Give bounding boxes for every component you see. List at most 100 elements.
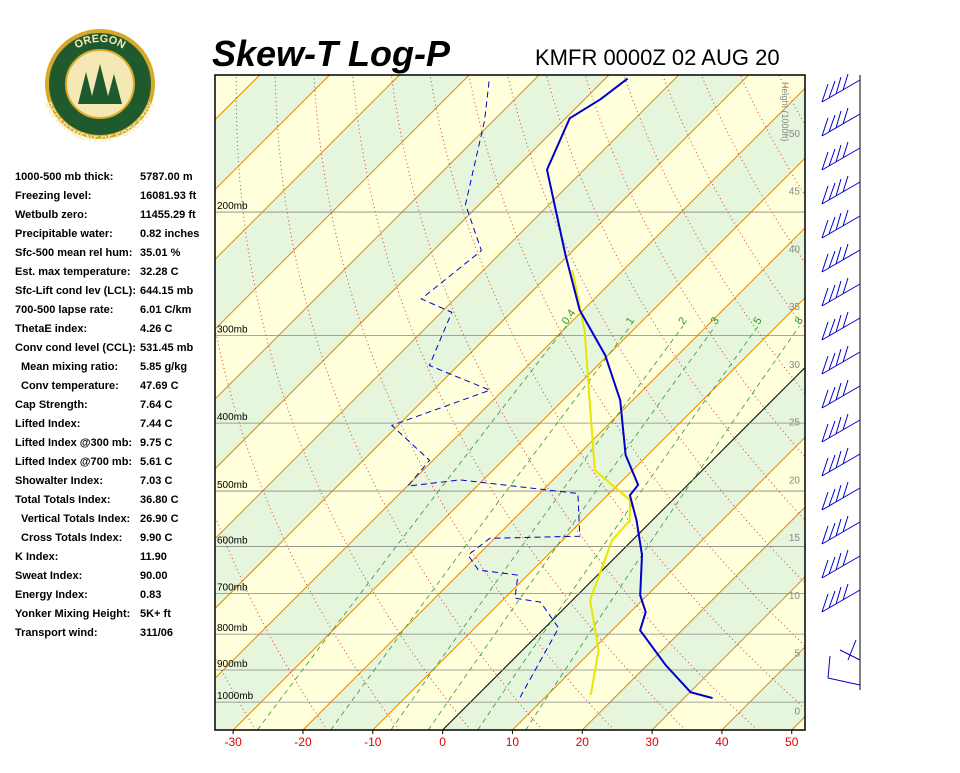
wind-barb <box>828 640 860 685</box>
height-label: 25 <box>789 418 801 429</box>
index-value: 5K+ ft <box>140 608 171 620</box>
x-tick-label: 30 <box>645 735 659 749</box>
index-value: 35.01 % <box>140 247 181 259</box>
height-label: 40 <box>789 244 801 255</box>
wind-barb <box>822 414 860 442</box>
index-label: Mean mixing ratio: <box>21 361 118 373</box>
wind-barb <box>822 142 860 170</box>
index-value: 531.45 mb <box>140 342 193 354</box>
index-value: 0.82 inches <box>140 228 199 240</box>
height-label: 20 <box>789 475 801 486</box>
index-label: Wetbulb zero: <box>15 209 88 221</box>
index-value: 36.80 C <box>140 494 179 506</box>
dry-adiabat <box>856 75 960 730</box>
pressure-label: 600mb <box>217 536 248 547</box>
station: KMFR 0000Z 02 AUG 20 <box>535 45 780 70</box>
index-label: Sfc-500 mean rel hum: <box>15 247 132 259</box>
index-value: 32.28 C <box>140 266 179 278</box>
index-label: Sweat Index: <box>15 570 82 582</box>
index-value: 11.90 <box>140 551 167 563</box>
index-label: Conv temperature: <box>21 380 119 392</box>
pressure-label: 1000mb <box>217 691 254 702</box>
index-value: 5.85 g/kg <box>140 361 187 373</box>
height-label: 45 <box>789 187 801 198</box>
height-label: 15 <box>789 533 801 544</box>
pressure-label: 400mb <box>217 412 248 423</box>
pressure-label: 800mb <box>217 623 248 634</box>
index-label: Cap Strength: <box>15 399 88 411</box>
wind-barb <box>822 210 860 238</box>
index-value: 7.44 C <box>140 418 172 430</box>
wind-barb <box>822 74 860 102</box>
index-value: 6.01 C/km <box>140 304 192 316</box>
x-tick-label: 20 <box>576 735 590 749</box>
index-value: 5787.00 m <box>140 171 193 183</box>
index-label: Showalter Index: <box>15 475 103 487</box>
pressure-label: 500mb <box>217 480 248 491</box>
index-value: 9.90 C <box>140 532 172 544</box>
wind-barb <box>822 312 860 340</box>
x-tick-label: 0 <box>439 735 446 749</box>
wind-barb <box>822 108 860 136</box>
index-value: 5.61 C <box>140 456 172 468</box>
index-label: Lifted Index: <box>15 418 80 430</box>
index-label: Cross Totals Index: <box>21 532 122 544</box>
index-label: Sfc-Lift cond lev (LCL): <box>15 285 136 297</box>
isotherm-band <box>862 75 960 730</box>
wind-barb <box>822 482 860 510</box>
pressure-label: 200mb <box>217 201 248 212</box>
wind-barb <box>822 584 860 612</box>
index-value: 644.15 mb <box>140 285 193 297</box>
index-label: 1000-500 mb thick: <box>15 171 113 183</box>
pressure-label: 900mb <box>217 659 248 670</box>
index-label: Yonker Mixing Height: <box>15 608 130 620</box>
logo: OREGON DEPARTMENT OF FORESTRY <box>43 31 157 145</box>
wind-barb <box>822 176 860 204</box>
wind-barb <box>822 550 860 578</box>
index-value: 47.69 C <box>140 380 179 392</box>
height-label: 10 <box>789 591 801 602</box>
index-value: 90.00 <box>140 570 168 582</box>
x-tick-label: 40 <box>715 735 729 749</box>
wind-barb <box>822 346 860 374</box>
title: Skew-T Log-P <box>212 33 451 74</box>
index-value: 7.03 C <box>140 475 172 487</box>
index-label: Transport wind: <box>15 627 98 639</box>
height-label: 5 <box>794 649 800 660</box>
height-axis-title: Height (1000ft) <box>780 82 790 142</box>
x-tick-label: 10 <box>506 735 520 749</box>
index-value: 0.83 <box>140 589 161 601</box>
height-label: 30 <box>789 360 801 371</box>
height-label: 35 <box>789 302 801 313</box>
index-label: ThetaE index: <box>15 323 87 335</box>
index-label: Lifted Index @300 mb: <box>15 437 132 449</box>
index-label: Energy Index: <box>15 589 88 601</box>
index-value: 311/06 <box>140 627 173 639</box>
dry-adiabat <box>779 75 960 730</box>
index-label: Total Totals Index: <box>15 494 111 506</box>
wind-barb <box>822 448 860 476</box>
index-label: 700-500 lapse rate: <box>15 304 113 316</box>
x-tick-label: -30 <box>224 735 242 749</box>
dry-adiabat <box>818 75 960 730</box>
x-tick-label: -10 <box>364 735 382 749</box>
index-value: 16081.93 ft <box>140 190 197 202</box>
pressure-label: 700mb <box>217 582 248 593</box>
index-label: K Index: <box>15 551 58 563</box>
wind-barb <box>822 380 860 408</box>
index-value: 4.26 C <box>140 323 172 335</box>
wind-barbs <box>822 74 860 685</box>
wind-barb <box>822 278 860 306</box>
index-label: Lifted Index @700 mb: <box>15 456 132 468</box>
index-value: 9.75 C <box>140 437 172 449</box>
isotherm-band <box>792 75 960 730</box>
index-value: 11455.29 ft <box>140 209 196 221</box>
height-label: 0 <box>794 706 800 717</box>
wind-barb <box>822 244 860 272</box>
index-label: Conv cond level (CCL): <box>15 342 136 354</box>
index-value: 7.64 C <box>140 399 172 411</box>
